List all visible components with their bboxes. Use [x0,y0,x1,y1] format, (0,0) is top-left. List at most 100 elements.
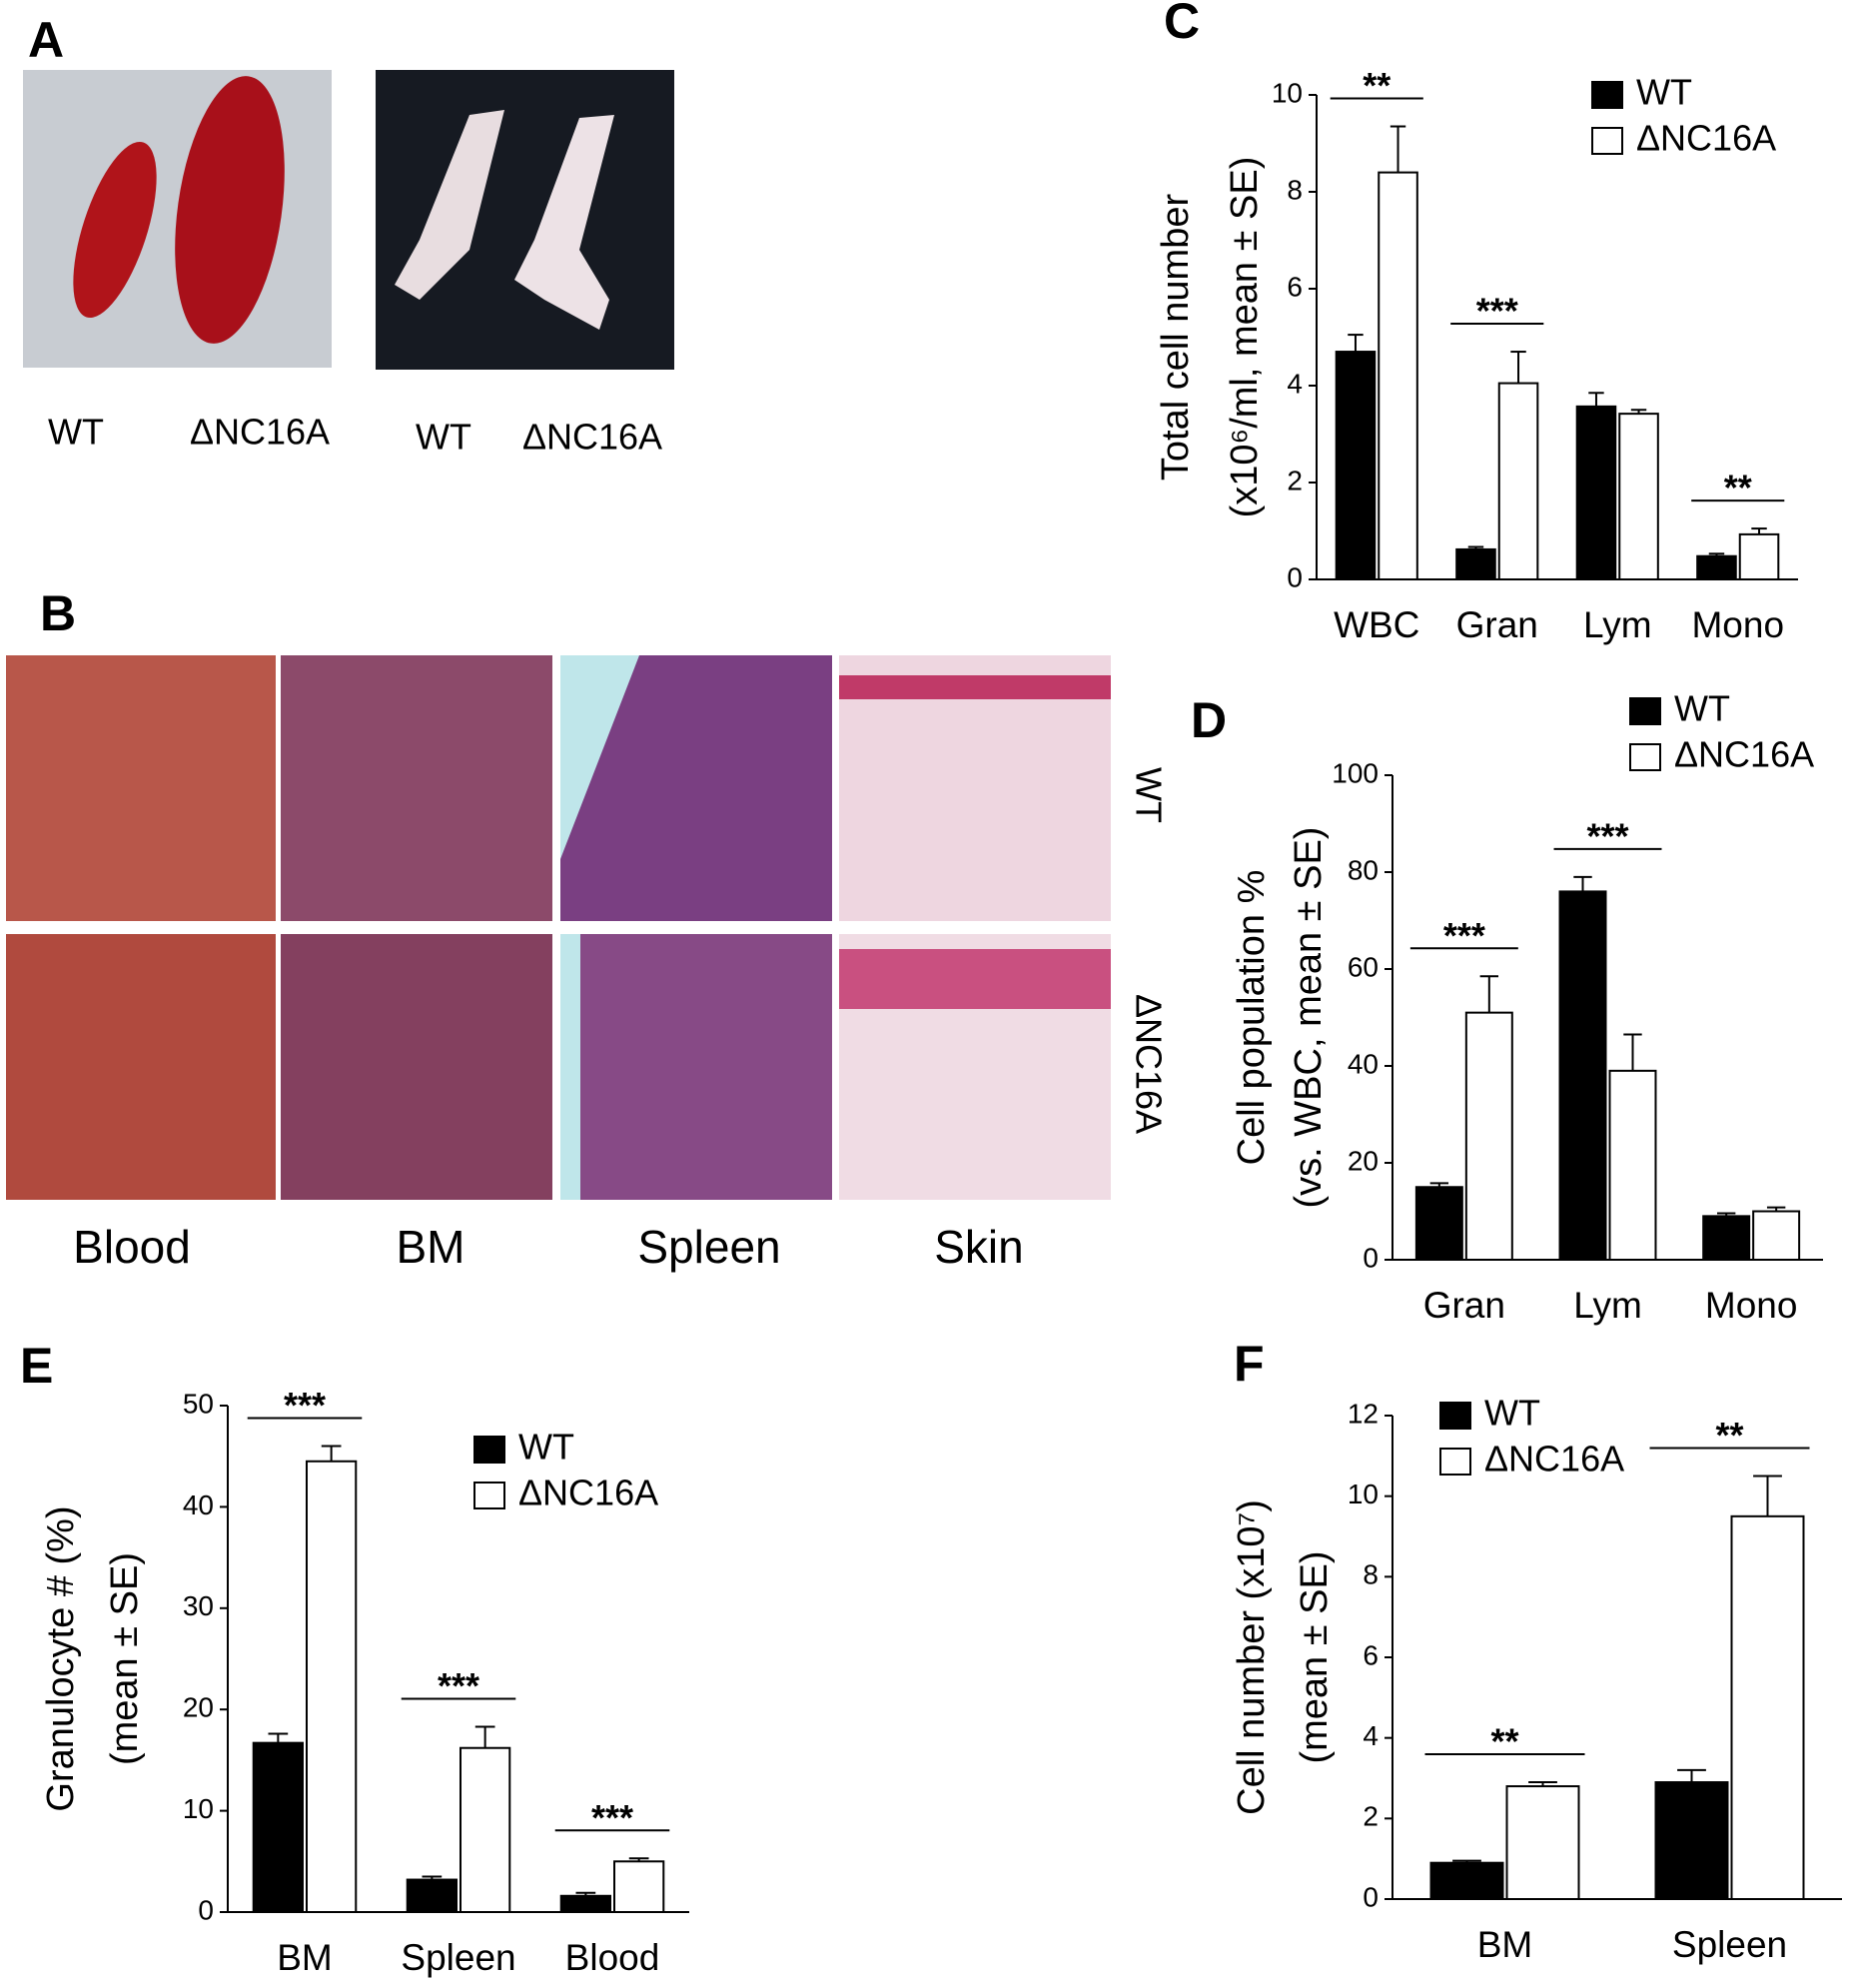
y-axis-label: Granulocyte # (%) [40,1505,82,1811]
bar [1752,1210,1801,1261]
significance-label: *** [438,1665,479,1706]
bar [1730,1514,1805,1901]
panel-letter: A [28,12,64,68]
x-tick-label: BM [277,1937,333,1978]
bar [1654,1781,1729,1900]
panel-letter: B [40,585,76,641]
legend-swatch [1629,697,1661,725]
legend-label: WT [518,1427,574,1468]
x-tick-label: WBC [1334,604,1419,645]
significance-label: ** [1363,65,1390,106]
panel-letter: E [20,1338,53,1394]
bar [1335,351,1377,580]
histology-skin [839,655,1111,921]
bar [1738,532,1780,581]
y-tick-label: 4 [1287,368,1303,399]
photo-caption: ΔNC16A [190,412,330,453]
y-tick-label: 10 [183,1793,214,1824]
column-label: Skin [934,1221,1023,1273]
spleen-mut [175,76,285,344]
y-tick-label: 4 [1363,1720,1379,1751]
y-tick-label: 80 [1348,854,1379,885]
y-axis-label: (x10⁶/ml, mean ± SE) [1224,157,1266,518]
photo-caption: WT [48,412,104,453]
histology-bm [281,934,552,1200]
bone-mut [514,115,614,330]
x-tick-label: Gran [1456,604,1538,645]
y-tick-label: 6 [1363,1639,1379,1670]
histology-epidermis [839,949,1111,1009]
legend-label: ΔNC16A [1484,1439,1624,1480]
panel-letter: C [1164,0,1200,49]
bar [559,1894,611,1913]
legend-label: WT [1636,72,1692,113]
bar [1702,1215,1751,1261]
legend-swatch [1439,1402,1471,1430]
histology-blood [6,655,276,921]
bar [1429,1861,1504,1900]
y-tick-label: 10 [1348,1479,1379,1509]
legend-swatch [1591,81,1623,109]
y-tick-label: 20 [183,1692,214,1723]
legend-swatch [1591,127,1623,155]
y-axis-label: (vs. WBC, mean ± SE) [1288,827,1330,1209]
bar [1575,405,1617,581]
row-label: ΔNC16A [1128,994,1169,1134]
bar [1618,413,1659,580]
histology-bg [560,655,639,859]
bar [1378,171,1418,580]
bar [1558,890,1607,1262]
column-label: Spleen [637,1221,780,1273]
y-tick-label: 10 [1272,77,1303,108]
significance-label: *** [1586,815,1628,856]
y-tick-label: 0 [1287,561,1303,592]
bar [613,1860,665,1914]
significance-label: ** [1724,468,1752,508]
x-tick-label: Lym [1583,604,1652,645]
x-tick-label: Gran [1423,1285,1505,1326]
y-axis-label: (mean ± SE) [104,1552,146,1765]
photo-caption: WT [416,417,471,458]
y-tick-label: 50 [183,1388,214,1419]
significance-label: *** [591,1797,633,1838]
y-axis-label: Cell number (x10⁷) [1231,1499,1273,1815]
bar [1505,1785,1580,1900]
legend-label: WT [1674,688,1730,729]
bar [252,1741,304,1913]
y-tick-label: 30 [183,1590,214,1621]
x-tick-label: BM [1477,1924,1533,1965]
x-tick-label: Mono [1705,1285,1798,1326]
y-tick-label: 12 [1348,1398,1379,1429]
column-label: BM [397,1221,465,1273]
legend-swatch [473,1436,505,1464]
histology-epidermis [839,675,1111,699]
bar [306,1460,358,1914]
histology-blood [6,934,276,1200]
x-tick-label: Spleen [401,1937,515,1978]
legend-label: ΔNC16A [1636,118,1776,159]
y-tick-label: 2 [1363,1801,1379,1832]
x-tick-label: Spleen [1672,1924,1787,1965]
significance-label: ** [1715,1415,1743,1456]
bar [1455,547,1496,580]
y-tick-label: 20 [1348,1145,1379,1176]
y-tick-label: 40 [183,1490,214,1520]
legend-label: ΔNC16A [1674,734,1814,775]
bar [1696,554,1737,580]
column-label: Blood [73,1221,191,1273]
y-tick-label: 60 [1348,951,1379,982]
legend-label: WT [1484,1393,1540,1434]
legend-swatch [1439,1448,1471,1476]
y-tick-label: 100 [1332,757,1379,788]
significance-label: *** [1476,291,1518,332]
y-tick-label: 2 [1287,465,1303,496]
photo-caption: ΔNC16A [522,417,662,458]
x-tick-label: Mono [1691,604,1784,645]
y-axis-label: Cell population % [1231,870,1273,1166]
significance-label: *** [284,1385,326,1426]
bar [1608,1069,1657,1261]
y-tick-label: 40 [1348,1048,1379,1079]
legend-swatch [1629,743,1661,771]
bar [1414,1186,1463,1261]
